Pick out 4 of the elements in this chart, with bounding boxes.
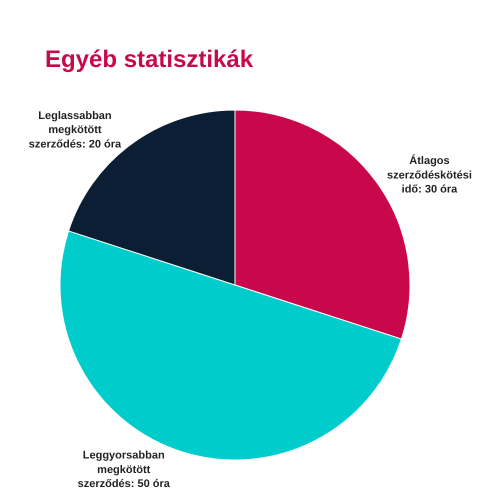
slice-label: Leggyorsabban megkötött szerződés: 50 óra [78, 449, 171, 490]
slice-label: Átlagos szerződéskötési idő: 30 óra [386, 154, 472, 196]
slice-label: Leglassabban megkötött szerződés: 20 óra [28, 110, 122, 150]
chart-title: Egyéb statisztikák [45, 46, 254, 73]
